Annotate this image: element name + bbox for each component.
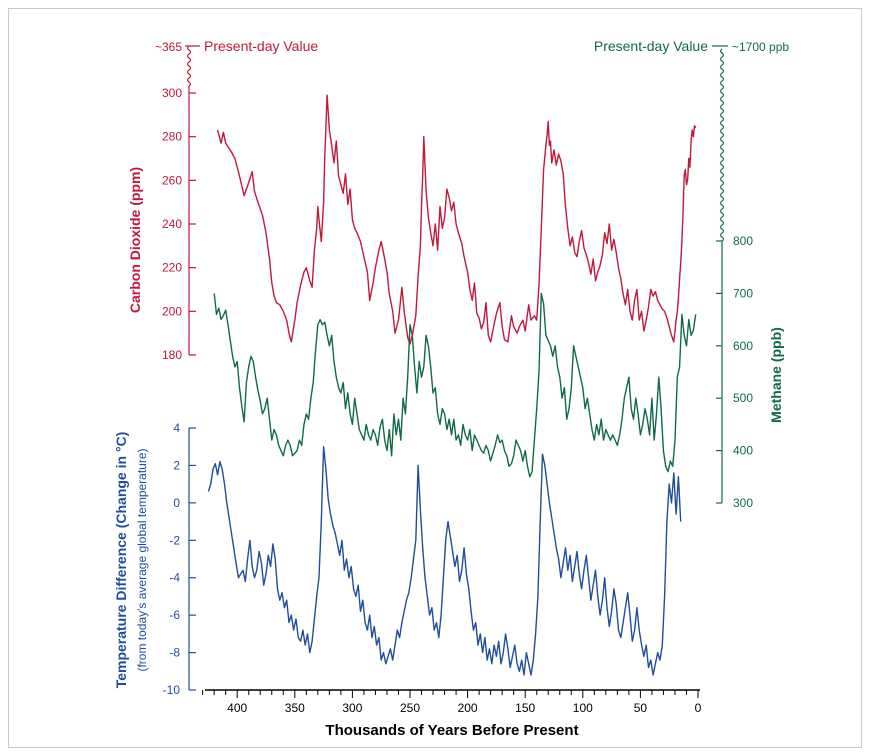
methane-tick-label: 600: [733, 339, 753, 353]
co2-series-line: [216, 94, 697, 345]
methane-tick-label: 500: [733, 391, 753, 405]
co2-tick-label: 180: [162, 348, 182, 362]
x-tick-label: 0: [695, 701, 702, 715]
co2-tick-label: 300: [162, 86, 182, 100]
co2-tick-label: 220: [162, 261, 182, 275]
co2-tick-label: 280: [162, 130, 182, 144]
x-tick-label: 200: [458, 701, 478, 715]
temperature-tick-label: -10: [163, 683, 181, 697]
temperature-tick-label: -4: [169, 571, 180, 585]
co2-axis-break: [186, 45, 192, 87]
methane-axis-title: Methane (ppb): [768, 327, 784, 423]
temperature-axis-subtitle: (from today's average global temperature…: [135, 448, 149, 671]
temperature-series-line: [207, 446, 682, 676]
x-tick-label: 350: [285, 701, 305, 715]
temperature-tick-label: 2: [173, 458, 180, 472]
co2-tick-label: 200: [162, 304, 182, 318]
x-tick-label: 50: [634, 701, 648, 715]
co2-break-label: ~365: [155, 40, 182, 54]
temperature-axis-title: Temperature Difference (Change in °C): [113, 432, 129, 689]
x-tick-label: 250: [400, 701, 420, 715]
series-group: [207, 94, 697, 676]
methane-tick-label: 300: [733, 496, 753, 510]
temperature-tick-label: -2: [169, 533, 180, 547]
x-tick-label: 150: [515, 701, 535, 715]
temperature-tick-label: -8: [169, 646, 180, 660]
methane-break-label: ~1700 ppb: [732, 40, 789, 54]
methane-axis-break: [719, 48, 725, 242]
temperature-tick-label: 4: [173, 421, 180, 435]
x-tick-label: 100: [573, 701, 593, 715]
co2-present-day-label: Present-day Value: [204, 38, 318, 54]
co2-axis-title: Carbon Dioxide (ppm): [127, 167, 143, 313]
x-axis-title: Thousands of Years Before Present: [325, 722, 578, 739]
methane-present-day-label: Present-day Value: [594, 38, 708, 54]
co2-tick-label: 240: [162, 217, 182, 231]
figure-frame: [8, 8, 862, 748]
axes-group: 400 350 300 250 200 150 100 50 01802002202402602…: [162, 45, 753, 715]
methane-tick-label: 400: [733, 444, 753, 458]
methane-tick-label: 700: [733, 286, 753, 300]
methane-series-line: [213, 292, 697, 478]
co2-tick-label: 260: [162, 173, 182, 187]
temperature-tick-label: 0: [173, 496, 180, 510]
temperature-tick-label: -6: [169, 608, 180, 622]
x-tick-label: 400: [227, 701, 247, 715]
methane-tick-label: 800: [733, 234, 753, 248]
x-tick-label: 300: [342, 701, 362, 715]
